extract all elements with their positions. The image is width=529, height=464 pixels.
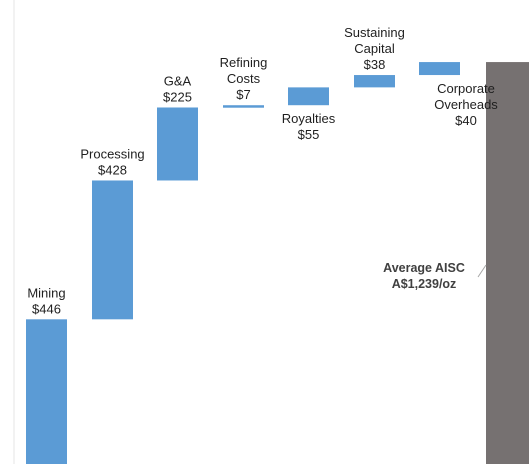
value-label-mining: $446 [32, 301, 61, 316]
category-label-corporate-overheads: Overheads [434, 97, 498, 112]
value-label-corporate-overheads: $40 [455, 113, 477, 128]
category-label-refining-costs: Costs [227, 71, 261, 86]
value-label-royalties: $55 [298, 127, 320, 142]
value-label-sustaining-capital: $38 [364, 57, 386, 72]
total-category-label: Average AISC [383, 261, 465, 275]
bar-sustaining-capital [354, 75, 395, 88]
total-value-label: A$1,239/oz [392, 277, 457, 291]
category-label-mining: Mining [27, 285, 65, 300]
bars-layer [26, 62, 529, 464]
bar-royalties [288, 87, 329, 106]
value-label-refining-costs: $7 [236, 87, 250, 102]
bar-refining-costs [223, 105, 264, 108]
bar-mining [26, 319, 67, 464]
category-label-corporate-overheads: Corporate [437, 81, 495, 96]
category-label-g-a: G&A [164, 73, 192, 88]
value-label-g-a: $225 [163, 89, 192, 104]
value-label-processing: $428 [98, 162, 127, 177]
bar-average-aisc-total [486, 62, 529, 464]
total-label-leader-line [477, 264, 487, 278]
category-label-royalties: Royalties [282, 111, 336, 126]
category-label-sustaining-capital: Sustaining [344, 25, 405, 40]
category-label-refining-costs: Refining [220, 55, 268, 70]
bar-processing [92, 180, 133, 320]
labels-layer: Mining$446Processing$428G&A$225RefiningC… [27, 25, 498, 316]
category-label-processing: Processing [80, 146, 144, 161]
bar-corporate-overheads [419, 62, 460, 76]
bar-g-a [157, 107, 198, 181]
category-label-sustaining-capital: Capital [354, 41, 395, 56]
